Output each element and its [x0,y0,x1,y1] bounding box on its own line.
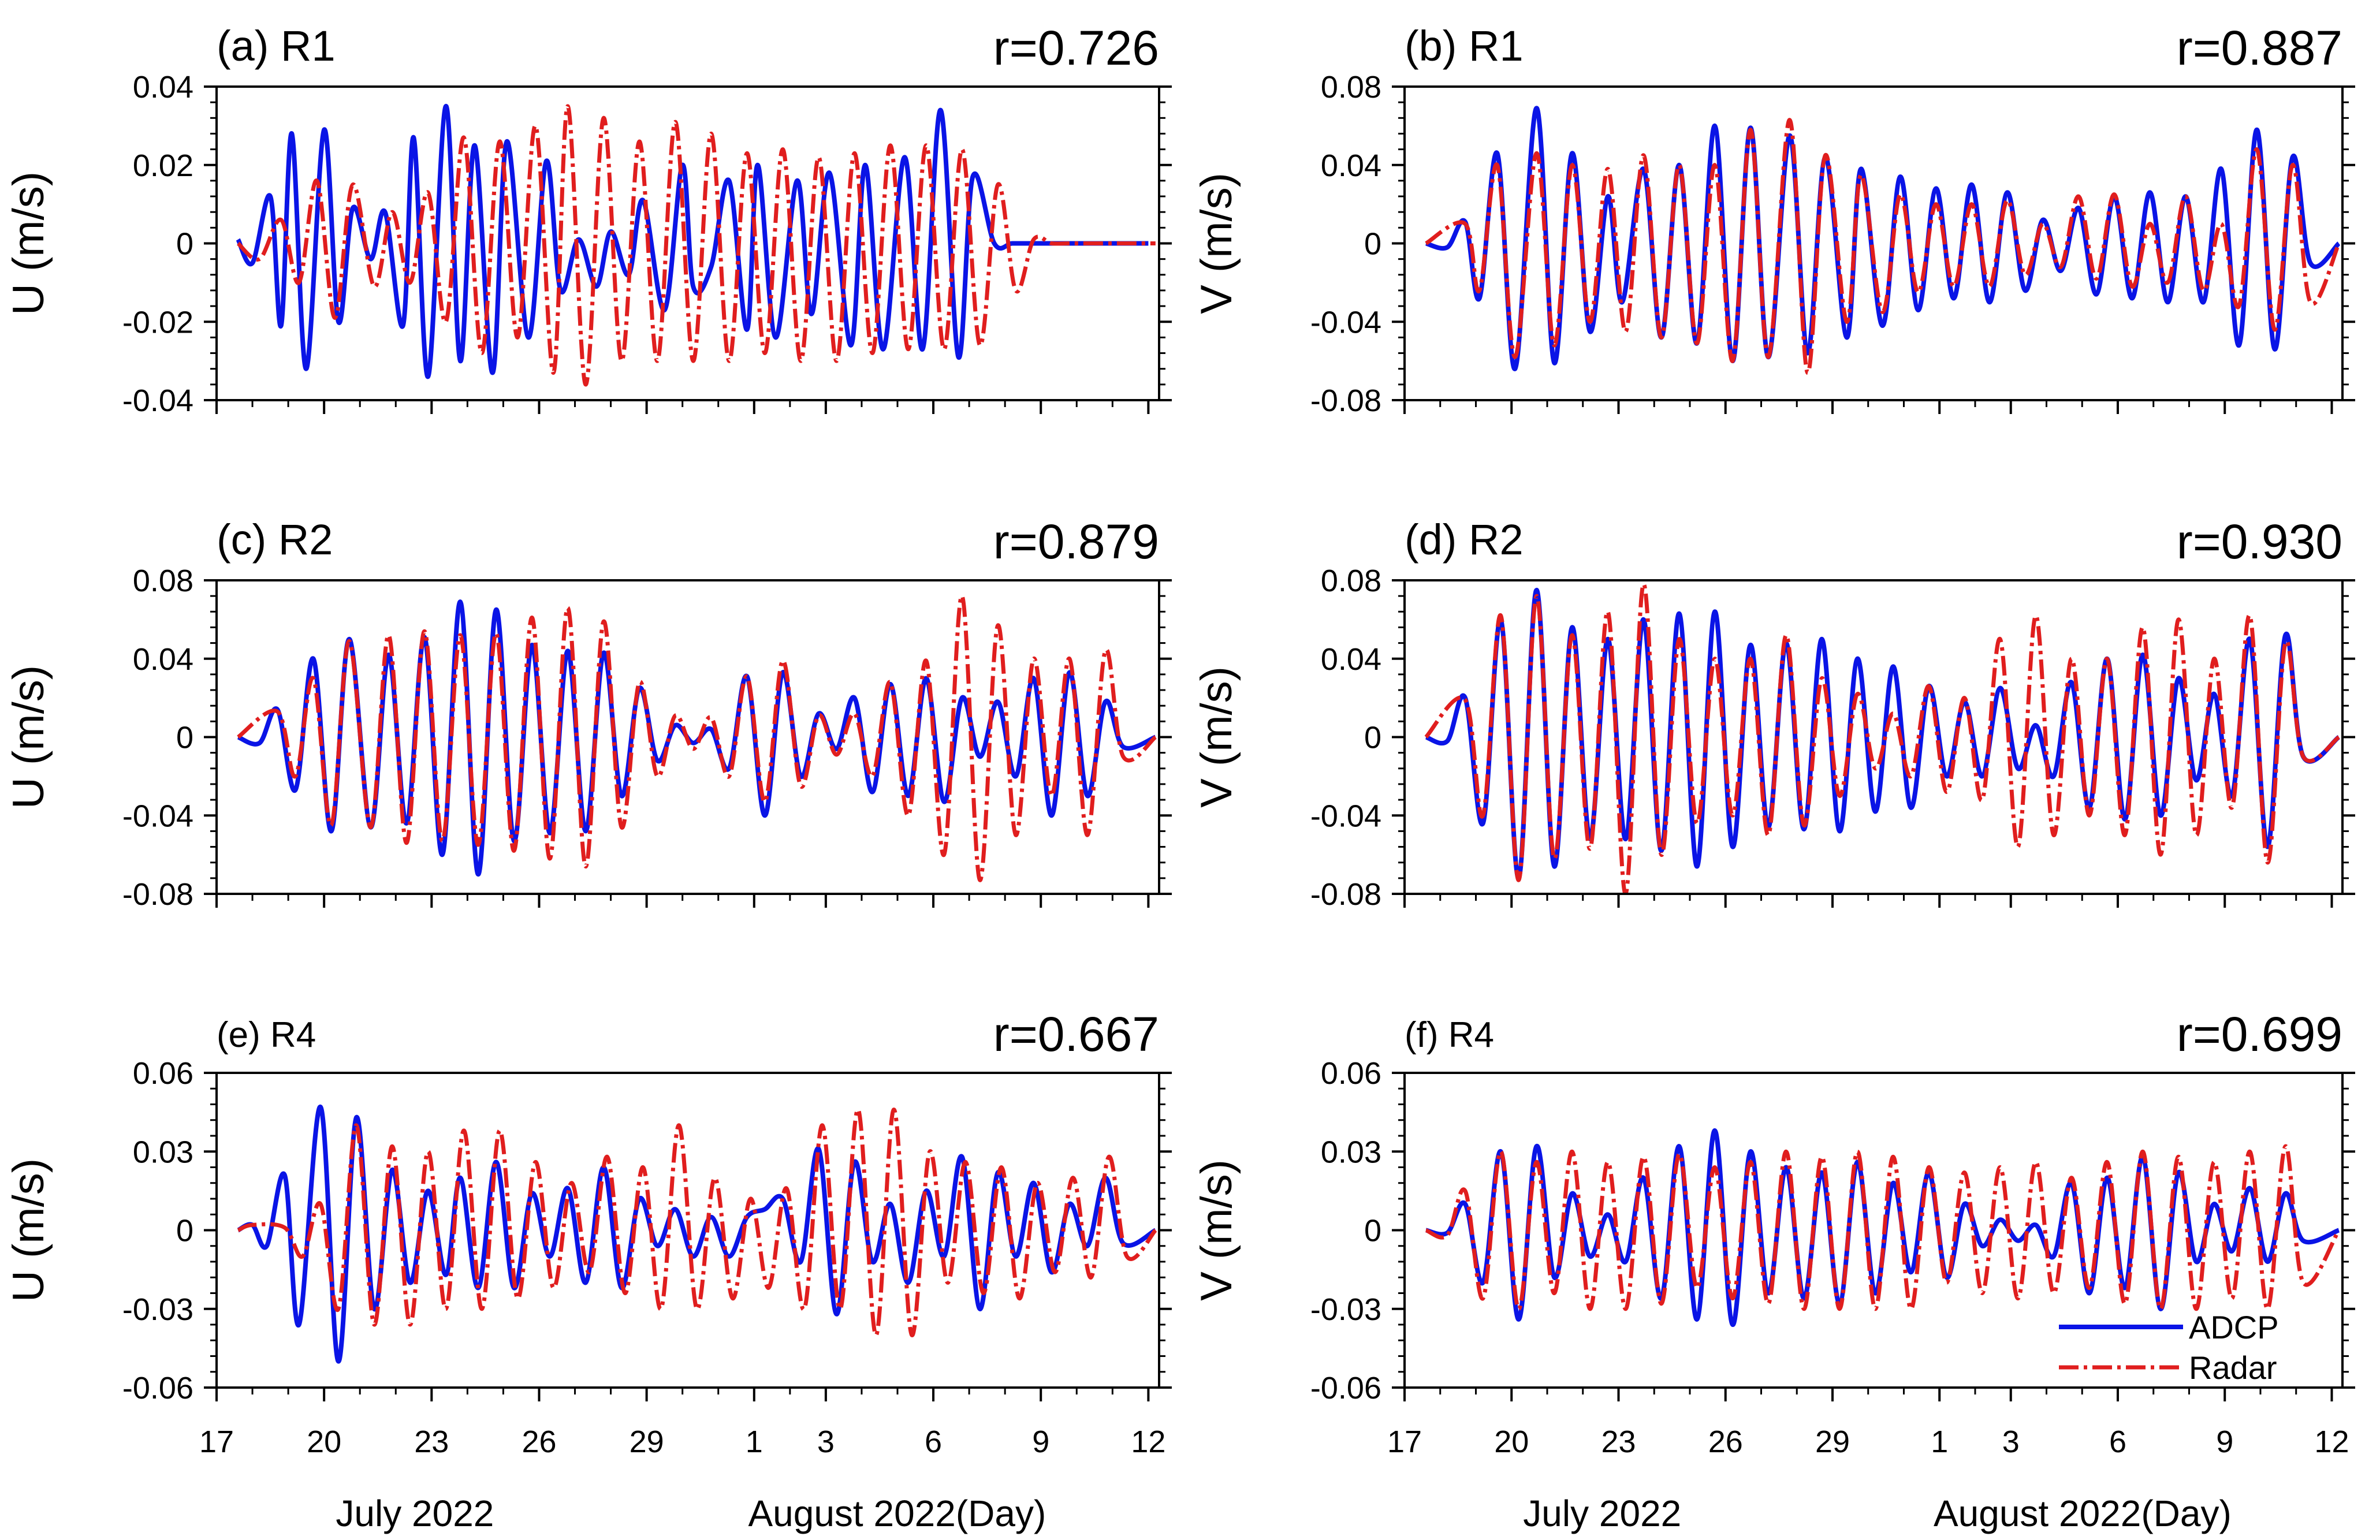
series-group [237,1104,1157,1364]
y-tick-label: 0.08 [1321,564,1381,598]
y-tick-label: 0 [176,227,193,262]
y-tick-label: -0.04 [122,383,193,418]
x-tick-label: 1 [1931,1425,1948,1459]
x-tick-label: 23 [1601,1425,1636,1459]
correlation-label: r=0.699 [2177,1007,2342,1061]
panel-title: (b) R1 [1405,22,1524,70]
series-line-adcp [236,103,1149,379]
y-tick-label: -0.04 [1310,799,1381,833]
series-group [1425,106,2341,375]
series-line-radar [1425,118,2341,375]
y-axis-label: U (m/s) [4,171,53,315]
x-tick-label: 3 [2002,1425,2020,1459]
correlation-label: r=0.879 [993,514,1159,569]
y-axis-label: V (m/s) [1192,173,1241,314]
series-line-radar [1424,582,2340,894]
series-group [1424,582,2341,894]
x-tick-label: 17 [199,1425,234,1459]
y-tick-label: 0.04 [1321,642,1381,677]
panel-title: (c) R2 [217,516,333,564]
legend-label-adcp: ADCP [2189,1309,2279,1345]
y-tick-label: -0.04 [122,799,193,833]
panel-title: (e) R4 [217,1015,316,1055]
panel-d: 0.08 0.04 0 -0.04 -0.08 (d) R2 r=0.930 V (m/s) [1192,514,2355,912]
series-group [1425,1128,2341,1328]
y-tick-label: 0.03 [1321,1135,1381,1169]
x-tick-label: 29 [1815,1425,1850,1459]
y-tick-label: 0.04 [133,70,193,105]
y-tick-label: 0.03 [133,1135,193,1169]
y-tick-label: -0.08 [1310,383,1381,418]
y-tick-label: -0.08 [1310,877,1381,912]
x-tick-label: 6 [2109,1425,2126,1459]
y-axis-label: U (m/s) [4,665,53,809]
y-tick-label: 0.06 [1321,1056,1381,1091]
y-tick-label: -0.06 [122,1371,193,1405]
x-tick-label: 9 [1032,1425,1049,1459]
y-tick-label: 0.04 [1321,148,1381,183]
series-line-radar [237,1108,1157,1337]
month-label-august: August 2022(Day) [748,1493,1046,1534]
y-tick-label: -0.06 [1310,1371,1381,1405]
y-tick-label: 0.04 [133,642,193,677]
y-tick-label: -0.02 [122,305,193,340]
panel-title: (d) R2 [1405,516,1524,564]
y-axis-label: V (m/s) [1192,1159,1241,1301]
series-line-radar [236,104,1156,387]
y-tick-label: 0 [176,1214,193,1248]
y-tick-label: 0 [1364,227,1381,262]
x-tick-label: 3 [817,1425,835,1459]
x-tick-label: 26 [1708,1425,1743,1459]
x-tick-label: 26 [522,1425,556,1459]
y-tick-label: -0.08 [122,877,193,912]
month-label-july: July 2022 [1523,1493,1681,1534]
y-tick-label: -0.03 [122,1292,193,1327]
correlation-label: r=0.667 [993,1007,1159,1061]
y-tick-label: 0 [1364,721,1381,755]
panel-c: 0.08 0.04 0 -0.04 -0.08 (c) R2 r=0.879 U (m/s) [4,514,1172,912]
x-tick-label: 20 [1494,1425,1529,1459]
x-tick-label: 17 [1387,1425,1422,1459]
series-group [237,594,1157,882]
x-tick-label: 1 [746,1425,763,1459]
y-axis-label: U (m/s) [4,1158,53,1302]
x-tick-label: 29 [630,1425,664,1459]
legend-label-radar: Radar [2189,1349,2277,1386]
x-tick-label: 12 [2314,1425,2349,1459]
series-line-radar [237,594,1157,882]
month-label-july: July 2022 [336,1493,494,1534]
x-tick-label: 9 [2216,1425,2233,1459]
legend: ADCP Radar [2059,1309,2279,1386]
y-tick-label: -0.04 [1310,305,1381,340]
panel-title: (a) R1 [217,22,336,70]
y-tick-label: 0.08 [1321,70,1381,105]
panel-b: 0.08 0.04 0 -0.04 -0.08 (b) R1 r=0.887 V (m/s) [1192,21,2355,418]
y-tick-label: 0 [176,721,193,755]
y-tick-label: 0.02 [133,148,193,183]
x-tick-label: 12 [1131,1425,1165,1459]
panel-title: (f) R4 [1405,1015,1494,1055]
y-tick-label: 0.08 [133,564,193,598]
x-tick-label: 20 [307,1425,341,1459]
y-tick-label: 0.06 [133,1056,193,1091]
correlation-label: r=0.887 [2177,21,2342,75]
y-axis-label: V (m/s) [1192,666,1241,808]
series-line-radar [1425,1144,2341,1311]
correlation-label: r=0.726 [993,21,1159,75]
month-label-august: August 2022(Day) [1934,1493,2232,1534]
series-line-adcp [1425,587,2341,881]
x-tick-label: 23 [414,1425,449,1459]
correlation-label: r=0.930 [2177,514,2342,569]
series-group [236,103,1156,387]
x-tick-label: 6 [925,1425,942,1459]
y-tick-label: 0 [1364,1214,1381,1248]
y-tick-label: -0.03 [1310,1292,1381,1327]
panel-a: 0.04 0.02 0 -0.02 -0.04 (a) R1 r=0.726 U (m/s) [4,21,1172,418]
